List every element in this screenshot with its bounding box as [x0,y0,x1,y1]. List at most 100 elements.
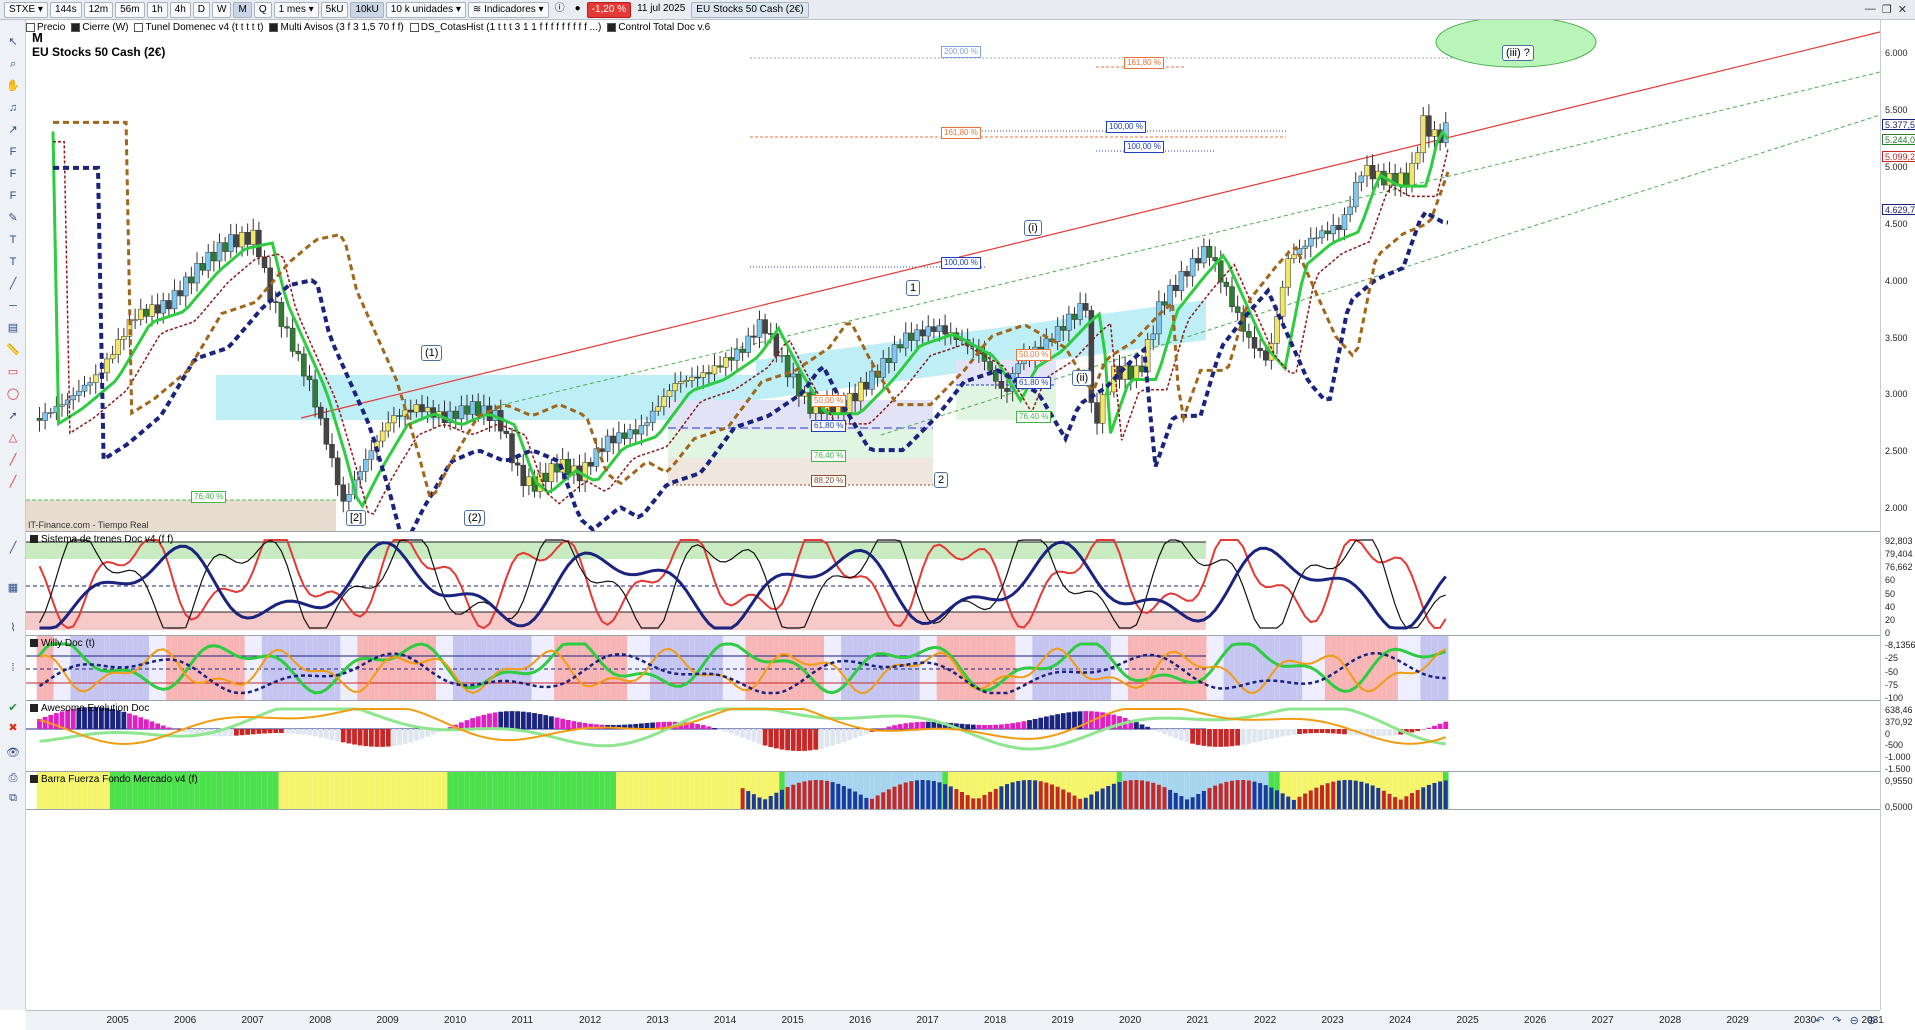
eye-icon[interactable]: 👁 [6,747,20,759]
rect-icon[interactable]: ▭ [7,366,19,378]
willy-bar [1347,636,1353,700]
indicators-button[interactable]: ≋ Indicadores ▾ [467,1,549,18]
candle [644,422,650,426]
awesome-panel[interactable]: Awesome Evolution Doc [26,701,1880,772]
price-axis[interactable]: 6.000 5.500 5.000 4.500 4.000 3.500 3.000 2.500… [1880,20,1915,1010]
candle [250,229,256,245]
timeframe-4h[interactable]: 4h [169,1,191,18]
dots-icon[interactable]: ⁞ [11,662,15,674]
indicator-chip-price[interactable]: Precio [26,22,65,33]
willy-bar [1386,636,1393,700]
symbol-selector[interactable]: STXE ▾ [4,1,48,18]
undo-icon[interactable]: ↶ [1815,1015,1825,1027]
ray-icon[interactable]: ↗ [8,124,18,136]
willy-bar [1397,636,1404,700]
text-icon[interactable]: T [9,234,17,246]
zoom-icon[interactable]: ⌕ [9,58,17,70]
hand-icon[interactable]: ✋ [6,80,20,92]
zoom-out-icon[interactable]: ⊖ [1849,1015,1859,1027]
fib-time-icon[interactable]: F [9,190,17,202]
indicator-chip-cotas[interactable]: DS_CotasHist (1 t t t 3 1 1 f f f f f f … [409,22,601,33]
candle [919,329,926,337]
candle [610,435,616,444]
price-tag: 4.629,7 [1882,204,1915,216]
timeframe-144s[interactable]: 144s [49,1,82,18]
willy-bar [132,636,138,700]
barra-cell [880,772,887,809]
print-icon[interactable]: ⎙ [8,772,18,784]
barra-cell [441,772,448,809]
barra-cell [199,772,206,809]
delete-icon[interactable]: ✖ [8,722,18,734]
text-box-icon[interactable]: T [9,256,17,268]
restore-icon[interactable]: ❐ [1881,4,1892,16]
zoom-in-icon[interactable]: ⊕ [1866,1015,1876,1027]
check-icon[interactable]: ✔ [8,702,18,714]
info-icon[interactable]: ⓘ [554,2,565,14]
willy-bar [1144,636,1151,700]
trend-red2-icon[interactable]: ╱ [9,476,17,488]
fib-icon[interactable]: F [9,146,17,158]
year-label: 2023 [1321,1015,1344,1026]
indicator-chip-close[interactable]: Cierre (W) [71,22,128,33]
period-selector[interactable]: 1 mes ▾ [273,1,319,18]
record-icon[interactable]: ● [574,2,581,14]
button-10ku[interactable]: 10kU [350,1,384,18]
fib-ext-icon[interactable]: F [9,168,17,180]
barra-bar [954,789,959,809]
barra-cell [672,772,678,809]
arrow-icon[interactable]: ➚ [8,410,18,422]
awesome-bar [48,714,54,729]
awesome-bar [622,724,627,729]
close-icon[interactable]: ✕ [1897,4,1907,16]
timeframe-56m[interactable]: 56m [115,1,145,18]
timeframe-d[interactable]: D [192,1,211,18]
pen-icon[interactable]: ✎ [8,212,18,224]
timeframe-w[interactable]: W [212,1,232,18]
triangle-icon[interactable]: △ [8,432,18,444]
barra-bar [982,794,987,809]
barra-cell [1392,772,1398,809]
barra-cell [59,772,65,809]
bell-icon[interactable]: ♫ [8,102,18,114]
channel-icon[interactable]: ▤ [7,322,19,334]
timeframe-m[interactable]: M [233,1,252,18]
candle [143,308,150,317]
timeframe-12m[interactable]: 12m [83,1,114,18]
trend-dark-icon[interactable]: ╱ [9,542,17,554]
indicator-chip-avisos[interactable]: Multi Avisos (3 f 3 1,5 70 f f) [269,22,404,33]
step-icon[interactable]: ⌇ [10,622,16,634]
hline-icon[interactable]: ─ [9,300,17,312]
willy-panel[interactable]: Willy Doc (t) [26,636,1880,701]
indicator-chip-control[interactable]: Control Total Doc v.6 [607,22,710,33]
minimize-icon[interactable]: — [1864,3,1876,15]
awesome-bar [290,729,296,734]
candle [627,429,633,439]
trenes-panel[interactable]: Sistema de trenes Doc v4 (f f) [26,532,1880,636]
button-5ku[interactable]: 5kU [320,1,349,18]
barra-cell [205,772,212,809]
line-icon[interactable]: ╱ [9,278,17,290]
time-axis[interactable]: ↶ ↷ ⊖ ⊕ 2005 2006 2007 2008 2009 2010 2011 2012… [26,1010,1884,1030]
price-chart-panel[interactable]: M EU Stocks 50 Cash (2€) IT-Finance.com … [26,20,1880,532]
barra-bar [948,786,953,809]
cursor-icon[interactable]: ↖ [8,36,18,48]
willy-bar [306,636,313,700]
candle [154,304,161,314]
units-selector[interactable]: 10 k unidades ▾ [385,1,466,18]
ruler-icon[interactable]: 📏 [6,344,20,356]
timeframe-1h[interactable]: 1h [146,1,168,18]
timeframe-q[interactable]: Q [253,1,272,18]
ellipse-icon[interactable]: ◯ [6,388,20,400]
barra-bar [757,797,762,809]
trend-red-icon[interactable]: ╱ [9,454,17,466]
awesome-bar [548,716,554,729]
layers-icon[interactable]: ⧉ [9,792,17,804]
willy-bar [36,636,43,700]
willy-bar [1139,636,1145,700]
candle [621,432,628,439]
redo-icon[interactable]: ↷ [1832,1015,1842,1027]
indicator-chip-tunel[interactable]: Tunel Domenec v4 (t t t t t) [134,22,263,33]
grid-icon[interactable]: ▦ [7,582,19,594]
barra-panel[interactable]: Barra Fuerza Fondo Mercado v4 (f) [26,772,1880,810]
